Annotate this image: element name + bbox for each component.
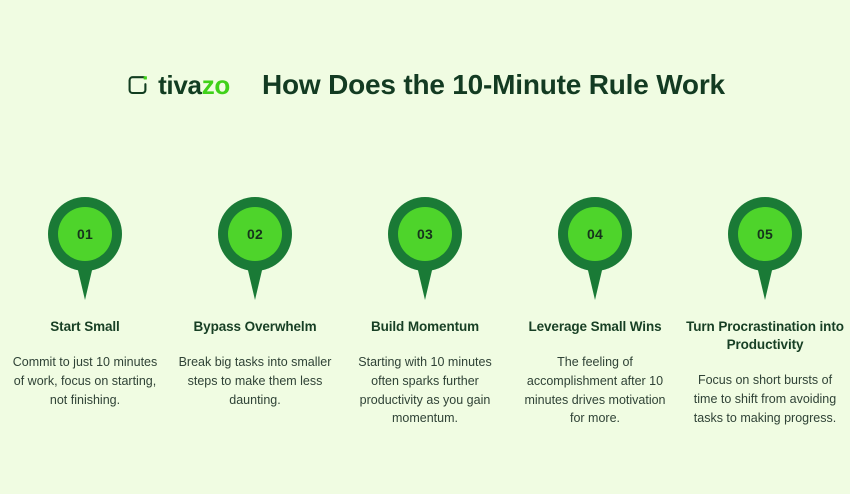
- step-pin-marker: 04: [556, 196, 634, 300]
- step-pin-marker: 02: [216, 196, 294, 300]
- step-item: 04 Leverage Small Wins The feeling of ac…: [510, 196, 680, 428]
- step-number: 04: [587, 226, 603, 242]
- step-title: Bypass Overwhelm: [193, 319, 317, 334]
- step-number: 05: [757, 226, 773, 242]
- step-description: The feeling of accomplishment after 10 m…: [524, 355, 666, 426]
- page-title: How Does the 10-Minute Rule Work: [261, 69, 725, 100]
- step-item: 03 Build Momentum Starting with 10 minut…: [340, 196, 510, 428]
- step-description: Focus on short bursts of time to shift f…: [693, 373, 837, 425]
- step-title: Start Small: [50, 319, 120, 334]
- step-description: Starting with 10 minutes often sparks fu…: [358, 355, 492, 426]
- step-pin-marker: 03: [386, 196, 464, 300]
- tivazo-bracket-icon: [125, 72, 151, 98]
- step-title: Build Momentum: [370, 319, 480, 334]
- brand-logo: tivazo: [125, 72, 230, 98]
- brand-wordmark: tivazo: [158, 72, 230, 98]
- step-pin-marker: 01: [46, 196, 124, 300]
- step-number: 02: [247, 226, 263, 242]
- step-item: 05 Turn Procrastination into Productivit…: [680, 196, 850, 428]
- brand-word-accent: zo: [201, 70, 231, 101]
- step-number: 03: [417, 226, 433, 242]
- step-description: Commit to just 10 minutes of work, focus…: [12, 355, 158, 407]
- step-item: 01 Start Small Commit to just 10 minutes…: [0, 196, 170, 409]
- header: tivazo How Does the 10-Minute Rule Work: [0, 69, 850, 101]
- step-item: 02 Bypass Overwhelm Break big tasks into…: [170, 196, 340, 409]
- step-description: Break big tasks into smaller steps to ma…: [178, 355, 332, 407]
- brand-word-dark: tiva: [158, 70, 202, 101]
- step-pin-marker: 05: [726, 196, 804, 300]
- step-title: Leverage Small Wins: [528, 319, 662, 334]
- steps-row: 01 Start Small Commit to just 10 minutes…: [0, 196, 850, 428]
- step-number: 01: [77, 226, 93, 242]
- step-title: Turn Procrastination into Productivity: [686, 319, 844, 353]
